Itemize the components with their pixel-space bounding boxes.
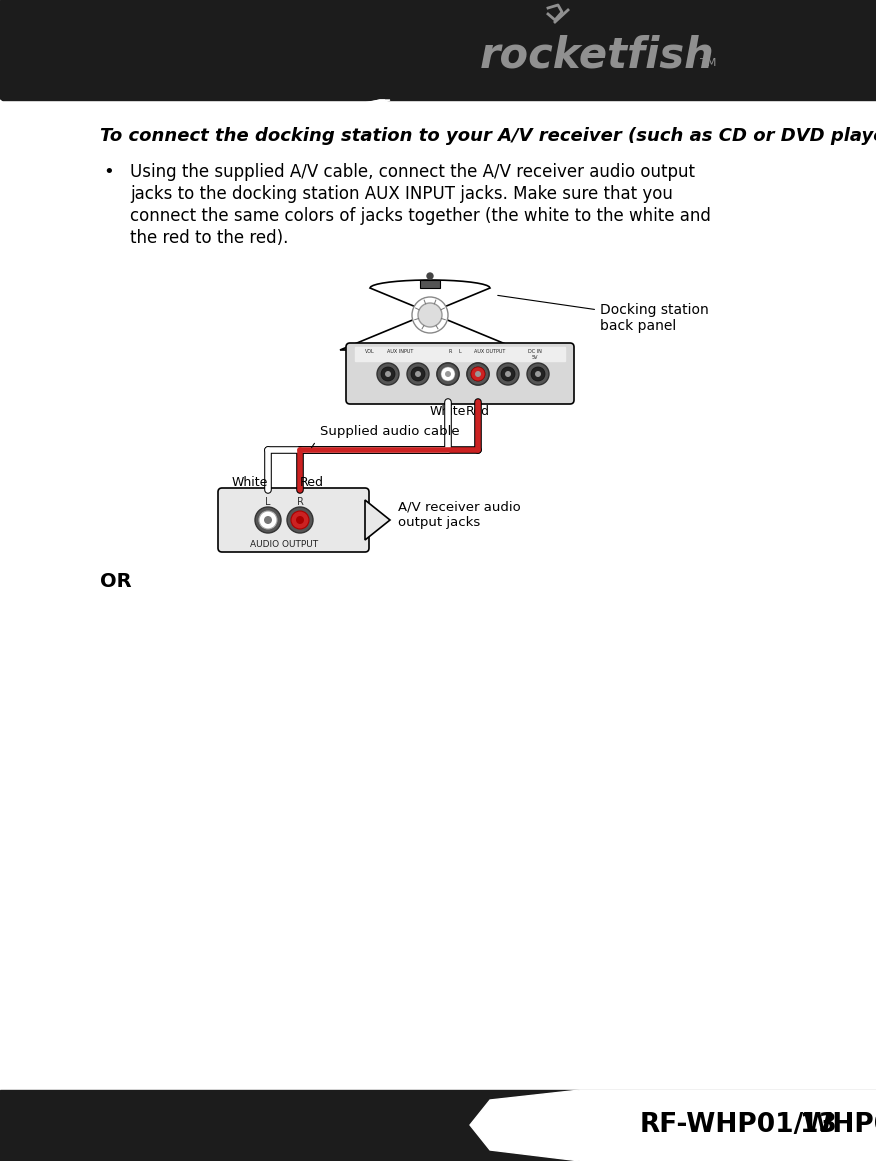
Text: 13: 13 <box>800 1112 837 1138</box>
Circle shape <box>411 367 425 381</box>
Text: connect the same colors of jacks together (the white to the white and: connect the same colors of jacks togethe… <box>130 207 711 225</box>
Circle shape <box>467 363 489 385</box>
Text: Red: Red <box>300 476 324 489</box>
Circle shape <box>467 363 489 385</box>
Circle shape <box>471 367 485 381</box>
Text: Supplied audio cable: Supplied audio cable <box>320 425 460 438</box>
Text: L: L <box>459 349 462 354</box>
Text: RF-WHP01/WHP02: RF-WHP01/WHP02 <box>640 1112 876 1138</box>
FancyBboxPatch shape <box>218 488 369 551</box>
Bar <box>420 280 440 288</box>
Polygon shape <box>0 0 876 100</box>
Circle shape <box>407 363 429 385</box>
Text: jacks to the docking station AUX INPUT jacks. Make sure that you: jacks to the docking station AUX INPUT j… <box>130 185 673 203</box>
Text: White: White <box>231 476 268 489</box>
Circle shape <box>415 372 421 377</box>
Polygon shape <box>0 100 390 140</box>
Text: •: • <box>103 163 114 181</box>
Circle shape <box>437 363 459 385</box>
Text: AUX OUTPUT: AUX OUTPUT <box>474 349 505 354</box>
Polygon shape <box>365 500 390 540</box>
Text: White: White <box>430 405 466 418</box>
Text: Using the supplied A/V cable, connect the A/V receiver audio output: Using the supplied A/V cable, connect th… <box>130 163 695 181</box>
Circle shape <box>437 363 459 385</box>
Text: TM: TM <box>700 58 717 68</box>
Circle shape <box>441 367 455 381</box>
Text: R: R <box>449 349 452 354</box>
Text: To connect the docking station to your A/V receiver (such as CD or DVD player):: To connect the docking station to your A… <box>100 127 876 145</box>
Circle shape <box>441 367 455 381</box>
Circle shape <box>381 367 395 381</box>
Text: AUX INPUT: AUX INPUT <box>387 349 413 354</box>
Text: L: L <box>265 497 271 507</box>
Circle shape <box>497 363 519 385</box>
Circle shape <box>255 507 281 533</box>
Circle shape <box>418 303 442 327</box>
Circle shape <box>287 507 313 533</box>
Text: OR: OR <box>100 572 131 591</box>
Text: AUDIO OUTPUT: AUDIO OUTPUT <box>250 540 318 549</box>
Circle shape <box>471 367 485 381</box>
Circle shape <box>501 367 515 381</box>
Circle shape <box>535 372 541 377</box>
Circle shape <box>427 273 433 279</box>
Text: A/V receiver audio
output jacks: A/V receiver audio output jacks <box>398 502 520 529</box>
Text: the red to the red).: the red to the red). <box>130 229 288 247</box>
Circle shape <box>291 511 309 529</box>
Polygon shape <box>0 1090 876 1161</box>
FancyBboxPatch shape <box>346 342 574 404</box>
Circle shape <box>412 297 448 333</box>
Circle shape <box>531 367 545 381</box>
Polygon shape <box>340 280 520 349</box>
Circle shape <box>475 372 481 377</box>
Circle shape <box>296 515 304 524</box>
Circle shape <box>527 363 549 385</box>
Circle shape <box>385 372 391 377</box>
Circle shape <box>259 511 277 529</box>
Circle shape <box>445 372 451 377</box>
Circle shape <box>505 372 511 377</box>
Text: Red: Red <box>466 405 490 418</box>
Text: VOL: VOL <box>365 349 375 354</box>
Polygon shape <box>0 100 385 145</box>
Circle shape <box>264 515 272 524</box>
Polygon shape <box>355 347 565 361</box>
Text: rocketfish: rocketfish <box>480 34 714 75</box>
Text: DC IN
5V: DC IN 5V <box>528 349 542 360</box>
Circle shape <box>377 363 399 385</box>
Polygon shape <box>470 1090 876 1161</box>
Text: R: R <box>297 497 303 507</box>
Text: Docking station
back panel: Docking station back panel <box>498 295 709 333</box>
